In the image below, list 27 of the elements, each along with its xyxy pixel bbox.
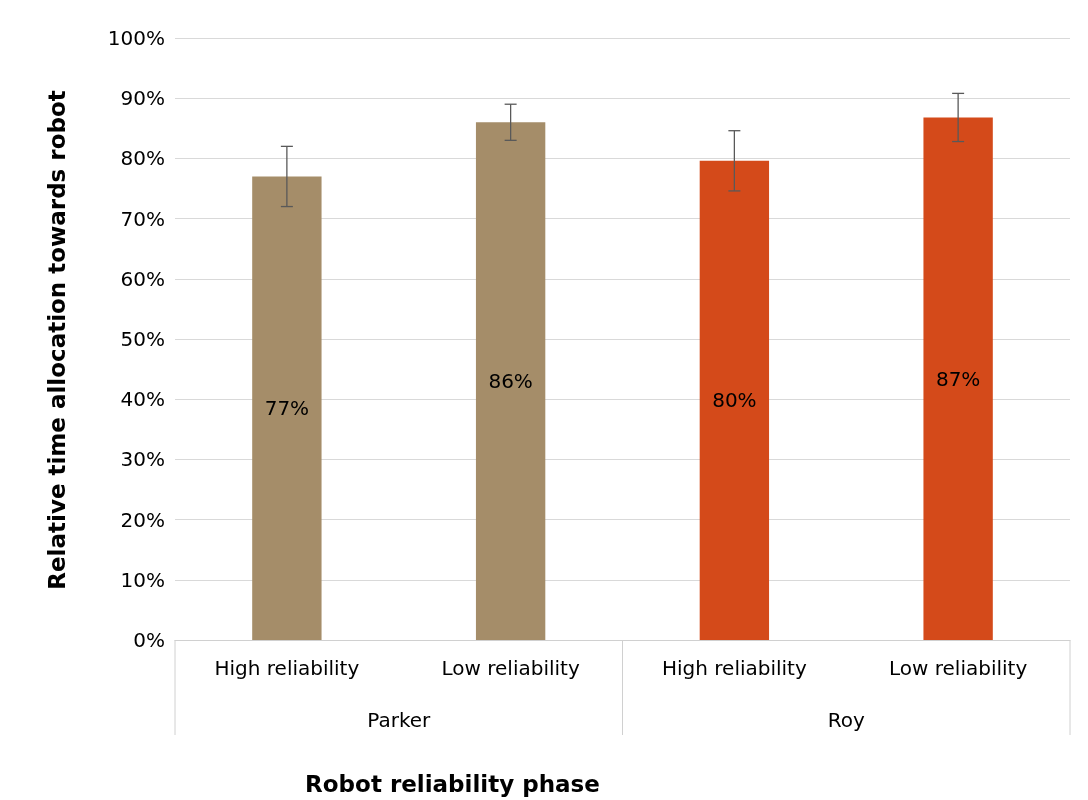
- y-tick-label: 70%: [120, 206, 165, 231]
- y-tick-label: 100%: [107, 26, 165, 50]
- x-axis-title: Robot reliability phase: [305, 771, 600, 797]
- y-tick-label: 40%: [120, 387, 165, 412]
- data-label: 87%: [935, 366, 981, 391]
- bar: [699, 160, 770, 640]
- data-label: 80%: [712, 388, 757, 413]
- y-tick-label: 20%: [120, 507, 165, 532]
- y-tick-label: 90%: [120, 86, 165, 111]
- bar: [923, 117, 993, 640]
- y-tick-label: 0%: [133, 628, 165, 652]
- y-tick-label: 80%: [120, 146, 165, 171]
- x-tick-label: Low reliability: [889, 656, 1028, 680]
- bar: [475, 122, 546, 640]
- y-tick-label: 50%: [120, 327, 165, 351]
- x-tick-label: High reliability: [661, 656, 807, 680]
- bar: [252, 176, 322, 640]
- x-tick-label: Low reliability: [441, 656, 580, 680]
- y-tick-label: 60%: [120, 266, 165, 291]
- x-tick-label: High reliability: [214, 656, 360, 680]
- data-label: 86%: [488, 369, 533, 394]
- text: Roy: [827, 708, 865, 732]
- data-label: 77%: [264, 396, 310, 421]
- y-tick-label: 30%: [120, 447, 165, 472]
- text: Parker: [367, 708, 432, 732]
- y-tick-label: 10%: [120, 567, 165, 592]
- y-axis-title: Relative time allocation towards robot: [44, 90, 70, 590]
